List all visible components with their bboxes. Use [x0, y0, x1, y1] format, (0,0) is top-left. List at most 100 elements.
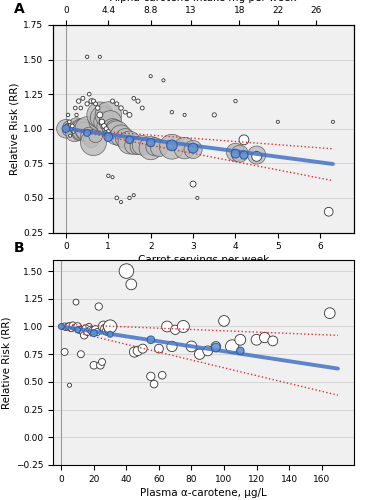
Point: [118, 104, 124, 112]
X-axis label: Carrot servings per week: Carrot servings per week: [138, 256, 269, 266]
Point: [72, 129, 77, 137]
Point: [89, 327, 95, 335]
Point: [80, 328, 86, 336]
Point: [241, 136, 247, 144]
Point: [233, 148, 239, 156]
Point: [75, 326, 80, 334]
Point: [148, 144, 154, 152]
Point: [76, 326, 82, 334]
Point: [190, 146, 196, 154]
Point: [131, 94, 137, 102]
Point: [181, 322, 186, 330]
Point: [78, 350, 84, 358]
Point: [118, 198, 124, 206]
Point: [118, 132, 124, 140]
Point: [195, 194, 200, 202]
Point: [156, 344, 162, 352]
Point: [91, 97, 97, 105]
Point: [135, 97, 141, 105]
Text: A: A: [14, 2, 25, 16]
Point: [105, 111, 111, 119]
Point: [105, 172, 111, 180]
Point: [233, 97, 239, 105]
Point: [237, 347, 243, 355]
Point: [81, 332, 87, 340]
Point: [84, 53, 90, 61]
Y-axis label: Relative Risk (RR): Relative Risk (RR): [9, 82, 19, 175]
Point: [110, 173, 116, 181]
Point: [169, 142, 175, 150]
Point: [70, 128, 76, 136]
Point: [101, 122, 107, 130]
Point: [104, 327, 110, 335]
Point: [135, 142, 141, 150]
Point: [97, 111, 103, 119]
Point: [84, 328, 90, 336]
Point: [213, 344, 219, 351]
Point: [110, 97, 116, 105]
Point: [159, 371, 165, 379]
Point: [84, 129, 90, 137]
Point: [139, 104, 145, 112]
Point: [327, 309, 333, 317]
Point: [270, 337, 276, 345]
Point: [164, 322, 170, 330]
Point: [110, 124, 116, 132]
Point: [86, 90, 92, 98]
Point: [107, 322, 113, 330]
Point: [148, 72, 154, 80]
Point: [254, 336, 259, 344]
Point: [103, 122, 109, 130]
Point: [254, 152, 259, 160]
Point: [156, 144, 162, 152]
Point: [64, 122, 70, 130]
Point: [82, 128, 88, 136]
Point: [72, 324, 77, 332]
Point: [84, 124, 90, 132]
Point: [262, 334, 268, 342]
Point: [95, 104, 101, 112]
Point: [213, 342, 219, 350]
Point: [84, 100, 90, 108]
Point: [131, 191, 137, 199]
Point: [105, 133, 111, 141]
Point: [91, 138, 97, 146]
Point: [128, 280, 134, 288]
Point: [330, 118, 336, 126]
Point: [140, 344, 146, 352]
Point: [65, 126, 71, 134]
Point: [122, 108, 128, 116]
Point: [122, 134, 128, 142]
Point: [86, 132, 92, 140]
Point: [103, 124, 109, 132]
Point: [63, 124, 69, 132]
Point: [91, 329, 97, 337]
Point: [182, 144, 188, 152]
Point: [182, 111, 188, 119]
Point: [58, 322, 64, 330]
Point: [69, 122, 75, 130]
Point: [148, 336, 154, 344]
Point: [151, 380, 157, 388]
Point: [127, 111, 132, 119]
Point: [66, 381, 72, 389]
Point: [114, 129, 120, 137]
Point: [68, 128, 74, 136]
Point: [88, 97, 94, 105]
Point: [74, 111, 80, 119]
Point: [190, 180, 196, 188]
Point: [66, 124, 72, 132]
Point: [80, 126, 86, 134]
Point: [254, 151, 259, 159]
Point: [68, 124, 74, 132]
Point: [65, 111, 71, 119]
Point: [67, 132, 73, 140]
Point: [102, 324, 108, 332]
Point: [99, 118, 105, 126]
Text: B: B: [14, 241, 25, 255]
Point: [127, 138, 132, 146]
Point: [205, 347, 211, 355]
Point: [97, 111, 103, 119]
Point: [106, 326, 112, 334]
Point: [169, 108, 175, 116]
